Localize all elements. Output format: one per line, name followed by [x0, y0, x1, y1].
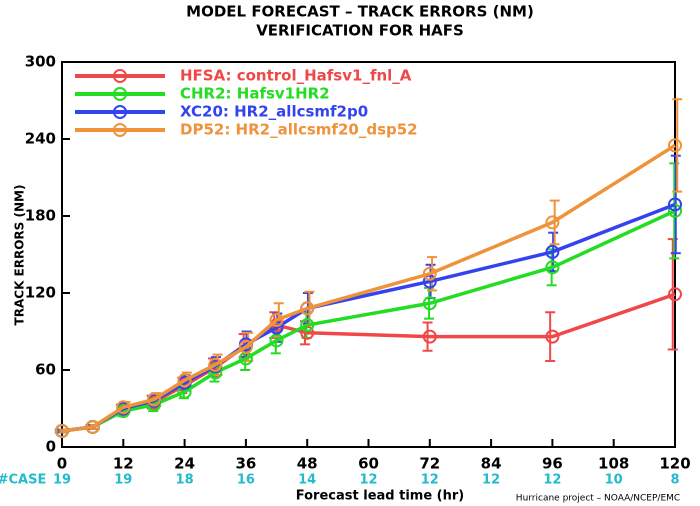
- point: [146, 392, 161, 407]
- x-tick-label: 24: [174, 455, 195, 473]
- point: [55, 423, 69, 438]
- case-count: 12: [543, 473, 561, 488]
- point: [422, 296, 437, 311]
- point: [269, 312, 284, 327]
- x-tick-label: 0: [57, 455, 67, 473]
- x-tick-label: 72: [419, 455, 440, 473]
- x-tick-label: 60: [358, 455, 379, 473]
- x-tick-label: 36: [235, 455, 256, 473]
- point: [668, 287, 682, 302]
- point: [668, 138, 682, 153]
- x-tick-label: 108: [598, 455, 629, 473]
- point: [177, 373, 192, 388]
- x-axis-label: Forecast lead time (hr): [296, 489, 464, 504]
- case-count: 8: [670, 473, 679, 488]
- case-count: 19: [114, 473, 132, 488]
- point: [300, 318, 315, 333]
- point: [545, 260, 560, 275]
- legend-label: CHR2: Hafsv1HR2: [180, 85, 330, 103]
- x-tick-label: 96: [542, 455, 563, 473]
- y-tick-label: 120: [25, 284, 56, 302]
- y-tick-label: 0: [46, 438, 56, 456]
- case-count: 19: [53, 473, 71, 488]
- error-bar: [672, 98, 683, 193]
- footer: Hurricane project – NOAA/NCEP/EMC: [516, 494, 680, 504]
- y-tick-label: 60: [35, 361, 56, 379]
- y-axis-label: TRACK ERRORS (NM): [13, 185, 27, 326]
- series-line: [61, 143, 676, 433]
- y-tick-label: 180: [25, 207, 56, 225]
- x-tick-label: 48: [297, 455, 318, 473]
- x-tick-label: 84: [481, 455, 502, 473]
- point: [668, 197, 682, 212]
- x-tick-label: 120: [659, 455, 690, 473]
- case-count: 18: [176, 473, 194, 488]
- case-count: 12: [359, 473, 377, 488]
- x-tick-label: 12: [113, 455, 134, 473]
- case-count: 14: [298, 473, 316, 488]
- case-count: 16: [237, 473, 255, 488]
- y-tick-label: 240: [25, 130, 56, 148]
- point: [422, 329, 437, 344]
- case-count: 12: [421, 473, 439, 488]
- point: [85, 419, 100, 434]
- legend-label: HFSA: control_Hafsv1_fnl_A: [180, 67, 412, 85]
- legend-marker: [113, 69, 127, 83]
- point: [238, 339, 253, 354]
- case-count: 12: [482, 473, 500, 488]
- point: [422, 266, 437, 281]
- legend-marker: [113, 105, 127, 119]
- y-tick-label: 300: [25, 53, 56, 71]
- case-label: #CASE: [0, 473, 46, 488]
- point: [545, 215, 560, 230]
- legend-label: DP52: HR2_allcsmf20_dsp52: [180, 121, 418, 139]
- point: [116, 400, 131, 415]
- chart-subtitle: VERIFICATION FOR HAFS: [256, 22, 464, 40]
- point: [300, 301, 315, 316]
- point: [545, 244, 560, 259]
- legend-marker: [113, 123, 127, 137]
- chart-title: MODEL FORECAST – TRACK ERRORS (NM): [186, 3, 534, 21]
- point: [545, 329, 560, 344]
- case-count: 10: [605, 473, 623, 488]
- legend-marker: [113, 87, 127, 101]
- legend-label: XC20: HR2_allcsmf2p0: [180, 103, 368, 121]
- point: [208, 357, 223, 372]
